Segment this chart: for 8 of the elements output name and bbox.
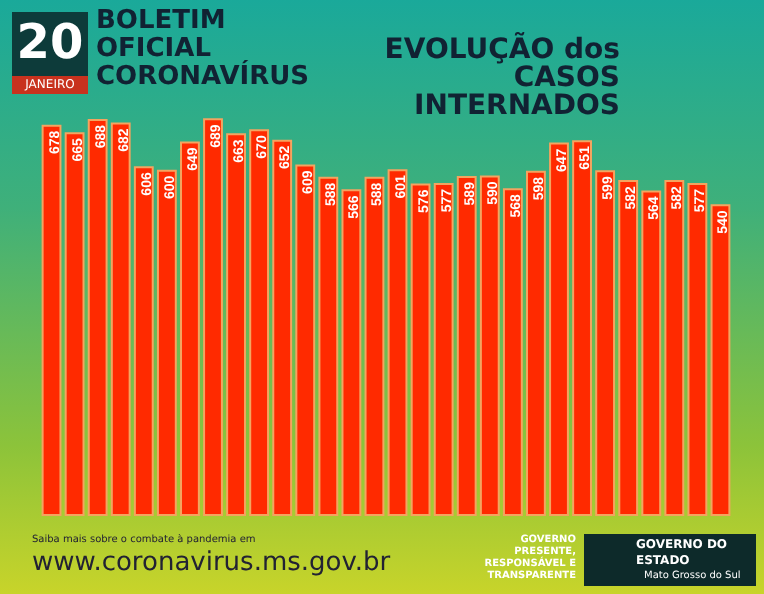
bar <box>387 169 408 516</box>
chart-subtitle: EVOLUÇÃO dos CASOS INTERNADOS <box>384 34 620 122</box>
bar <box>364 176 385 516</box>
bar <box>41 124 62 516</box>
text: 20 <box>16 14 84 70</box>
chart-title: BOLETIM OFICIAL CORONAVÍRUS <box>96 6 310 92</box>
text: www.coronavirus.ms.gov.br <box>32 548 391 578</box>
bar <box>710 204 731 516</box>
